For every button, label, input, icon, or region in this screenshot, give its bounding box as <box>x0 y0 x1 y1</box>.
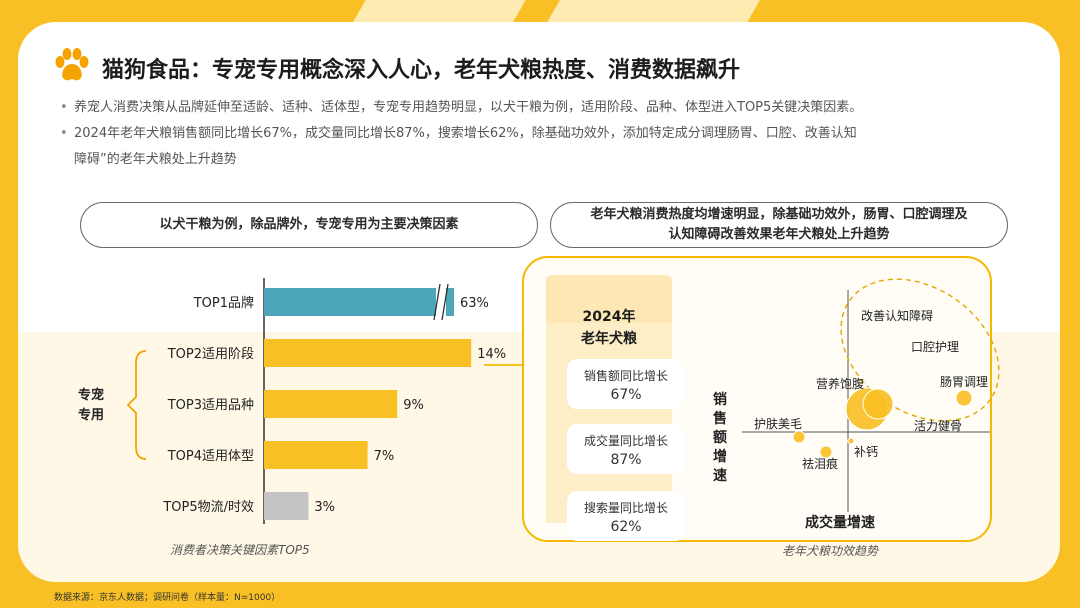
bar-value-label: 63% <box>460 296 489 311</box>
axis-break-mark <box>433 283 441 321</box>
bullet-item: • 2024年老年犬粮销售额同比增长67%，成交量同比增长87%，搜索增长62%，… <box>60 126 857 141</box>
bar-category-label: TOP3适用品种 <box>167 398 254 413</box>
bullet-text: 2024年老年犬粮销售额同比增长67%，成交量同比增长87%，搜索增长62%，除… <box>74 126 857 141</box>
metric-label: 成交量同比增长 <box>583 434 668 448</box>
bar <box>264 288 454 316</box>
bracket-label: 专用 <box>78 407 104 423</box>
paw-icon <box>55 48 89 81</box>
bar-category-label: TOP5物流/时效 <box>162 500 254 515</box>
bar-value-label: 7% <box>374 449 395 464</box>
table-cell: 成交量同比增长 87% <box>567 424 685 474</box>
bar-category-label: TOP4适用体型 <box>167 449 254 464</box>
page-title: 猫狗食品：专宠专用概念深入人心，老年犬粮热度、消费数据飙升 <box>102 58 741 83</box>
bar <box>264 441 368 469</box>
bullet-continuation: 障碍”的老年犬粮处上升趋势 <box>74 148 1034 172</box>
bar <box>264 492 309 520</box>
table-body <box>546 323 672 523</box>
axis-break-mark <box>441 283 449 321</box>
source-note: 数据来源：京东人数据；调研问卷（样本量：N=1000） <box>54 593 281 603</box>
bullet-text: 养宠人消费决策从品牌延伸至适龄、适种、适体型，专宠专用趋势明显，以犬干粮为例，适… <box>74 100 863 115</box>
pill-line: 老年犬粮消费热度均增速明显，除基础功效外，肠胃、口腔调理及 <box>590 207 968 222</box>
table-header-line1: 2024年 <box>582 309 636 325</box>
metric-value: 67% <box>610 387 642 403</box>
left-summary-pill: 以犬干粮为例，除品牌外，专宠专用为主要决策因素 <box>80 202 538 248</box>
right-summary-pill: 老年犬粮消费热度均增速明显，除基础功效外，肠胃、口腔调理及 认知障碍改善效果老年… <box>550 202 1008 248</box>
metric-value: 62% <box>610 519 642 535</box>
bar <box>264 390 398 418</box>
bar-value-label: 14% <box>477 347 506 362</box>
table-cell: 搜索量同比增长 62% <box>567 491 685 541</box>
bracket-label: 专宠 <box>78 387 104 403</box>
bar-value-label: 3% <box>314 500 335 515</box>
bar-category-label: TOP1品牌 <box>193 295 254 311</box>
pill-line: 认知障碍改善效果老年犬粮处上升趋势 <box>668 227 890 242</box>
bar <box>264 339 472 367</box>
table-header <box>546 275 672 323</box>
bar-category-label: TOP2适用阶段 <box>167 347 254 362</box>
metric-value: 87% <box>610 452 642 468</box>
bar-value-label: 9% <box>403 398 424 413</box>
table-cell: 销售额同比增长 67% <box>567 359 685 409</box>
bullet-text: 障碍”的老年犬粮处上升趋势 <box>74 152 237 167</box>
axis-break-gap <box>436 286 446 318</box>
bracket <box>126 350 147 460</box>
scatter-caption: 老年犬粮功效趋势 <box>782 544 879 558</box>
metric-label: 销售额同比增长 <box>583 369 668 383</box>
table-header-line2: 老年犬粮 <box>581 331 637 347</box>
metric-label: 搜索量同比增长 <box>583 501 668 515</box>
bar-chart-caption: 消费者决策关键因素TOP5 <box>170 543 310 557</box>
bullet-item: • 养宠人消费决策从品牌延伸至适龄、适种、适体型，专宠专用趋势明显，以犬干粮为例，… <box>60 100 863 115</box>
